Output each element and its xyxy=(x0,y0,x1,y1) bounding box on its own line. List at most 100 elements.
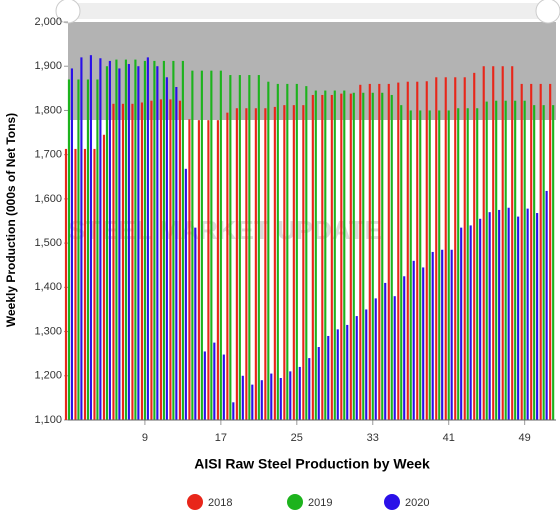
bar xyxy=(441,249,444,420)
bar xyxy=(70,68,73,420)
bar xyxy=(235,108,238,420)
bar xyxy=(279,377,282,420)
bar xyxy=(257,75,260,421)
bar xyxy=(403,276,406,420)
y-tick-label: 1,400 xyxy=(34,281,62,293)
bar xyxy=(368,83,371,421)
bar xyxy=(412,260,415,420)
bar xyxy=(378,83,381,421)
bar xyxy=(355,316,358,420)
bar xyxy=(67,79,71,420)
bar xyxy=(419,110,422,420)
bar xyxy=(526,208,529,420)
bar xyxy=(200,70,203,421)
slider-handle[interactable] xyxy=(535,0,560,24)
bar xyxy=(330,94,333,420)
bar xyxy=(153,60,156,420)
legend-label: 2019 xyxy=(308,497,332,509)
bar xyxy=(549,83,552,421)
bar xyxy=(238,75,241,421)
bar xyxy=(251,384,254,420)
bar xyxy=(447,110,450,420)
bar xyxy=(365,309,368,420)
bar xyxy=(178,100,181,421)
bar xyxy=(80,57,83,420)
bar xyxy=(96,79,99,420)
bar xyxy=(89,55,92,421)
bar xyxy=(162,60,165,420)
bar xyxy=(501,66,504,420)
y-tick-label: 1,700 xyxy=(34,149,62,161)
bar xyxy=(482,66,485,420)
bar xyxy=(406,81,409,420)
legend-swatch xyxy=(384,494,400,510)
bar xyxy=(343,90,346,421)
bar xyxy=(479,218,482,420)
bar xyxy=(438,110,441,420)
bar xyxy=(314,90,317,421)
bar xyxy=(476,108,479,420)
bar xyxy=(346,324,349,420)
bar xyxy=(156,66,159,420)
y-tick-label: 1,300 xyxy=(34,325,62,337)
bar xyxy=(533,105,536,420)
bar xyxy=(539,83,542,421)
bar xyxy=(520,83,523,421)
range-slider[interactable] xyxy=(68,3,556,19)
bar xyxy=(150,100,153,421)
bar xyxy=(463,77,466,421)
bar xyxy=(127,64,130,420)
bar xyxy=(295,83,298,421)
bar xyxy=(121,103,125,421)
bar xyxy=(181,60,184,420)
bar xyxy=(340,93,343,420)
bar xyxy=(359,84,362,420)
bar xyxy=(165,77,168,421)
y-tick-label: 1,500 xyxy=(34,237,62,249)
bar xyxy=(397,82,400,420)
bar xyxy=(485,101,488,420)
bar xyxy=(498,209,501,420)
bar xyxy=(488,212,491,420)
bar xyxy=(545,190,548,420)
bar xyxy=(523,100,526,421)
bar xyxy=(112,103,115,421)
slider-handle[interactable] xyxy=(55,0,81,24)
bar xyxy=(175,87,178,421)
bar xyxy=(327,335,330,420)
bar xyxy=(254,108,257,420)
bar xyxy=(321,94,324,420)
x-tick-label: 17 xyxy=(215,432,227,444)
legend-label: 2018 xyxy=(208,497,232,509)
bar xyxy=(137,66,140,420)
bar xyxy=(495,100,498,421)
x-tick-label: 9 xyxy=(142,432,148,444)
bar xyxy=(349,93,352,420)
legend-swatch xyxy=(187,494,203,510)
x-tick-label: 41 xyxy=(443,432,455,444)
bar xyxy=(105,66,108,420)
bar xyxy=(422,267,425,420)
bar xyxy=(324,90,327,421)
bar xyxy=(374,298,377,420)
bar xyxy=(245,108,248,420)
bar xyxy=(514,100,517,421)
bar xyxy=(140,102,144,421)
bar xyxy=(308,358,311,420)
bar xyxy=(83,148,87,420)
bar xyxy=(124,59,127,420)
bar xyxy=(203,351,206,420)
legend-label: 2020 xyxy=(405,497,429,509)
bar xyxy=(184,168,187,420)
bar xyxy=(305,86,308,420)
bar xyxy=(400,105,403,420)
bar xyxy=(283,105,286,420)
bar xyxy=(298,366,301,420)
bar xyxy=(416,81,419,420)
bar xyxy=(302,105,305,420)
bar xyxy=(276,83,279,421)
bar xyxy=(99,58,102,421)
bar xyxy=(194,227,197,420)
bar xyxy=(428,110,431,420)
bar xyxy=(511,66,514,420)
